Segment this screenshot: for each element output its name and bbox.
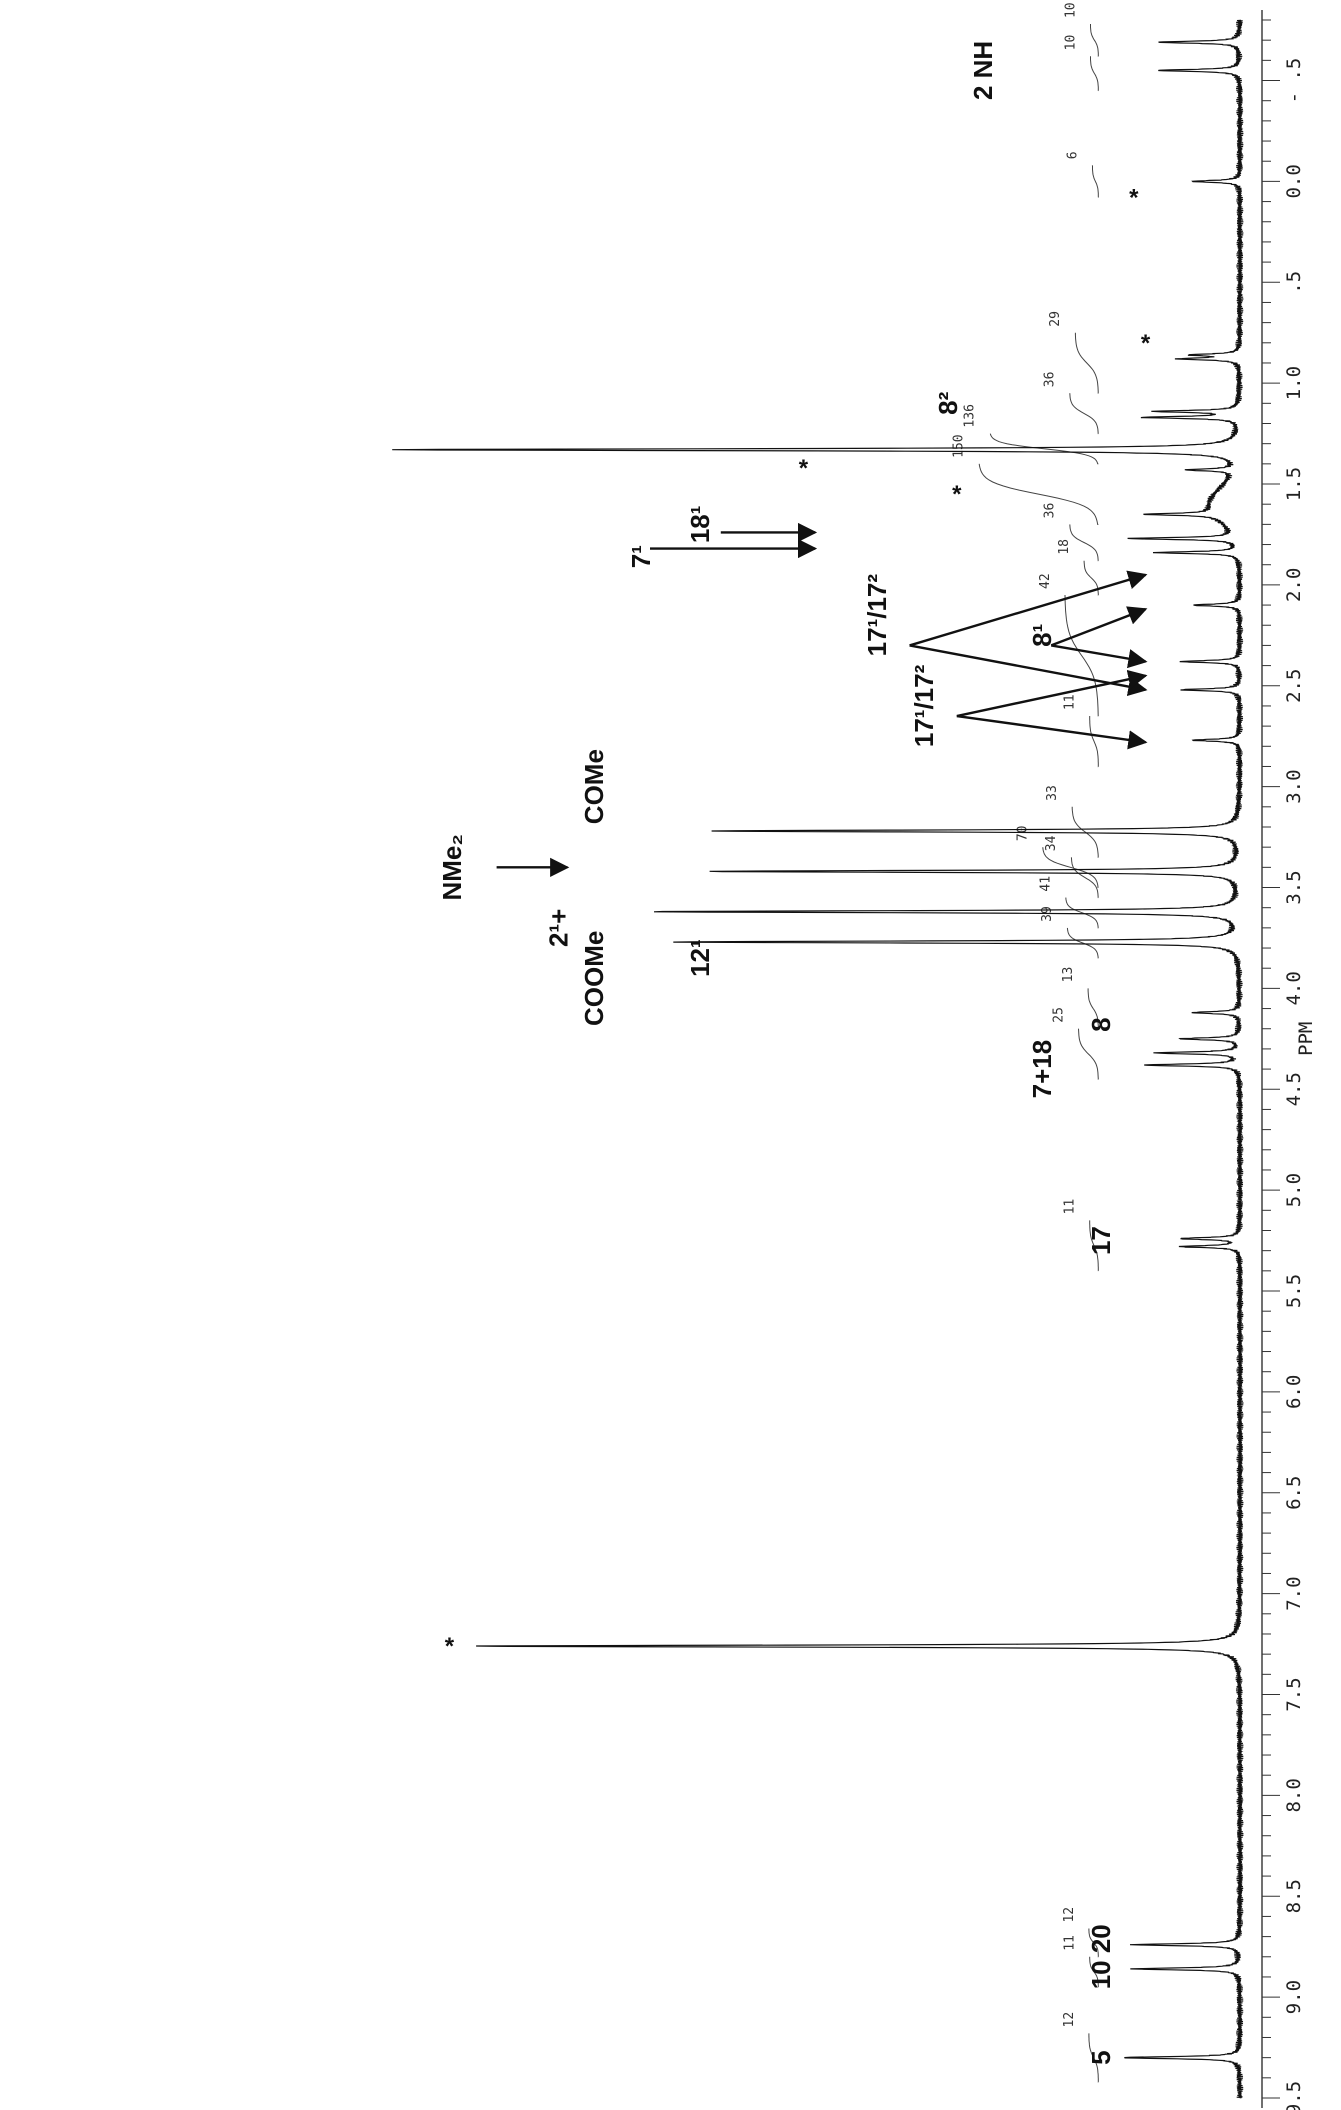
integral-curve — [1074, 332, 1099, 394]
spectrum-line — [392, 19, 1244, 2099]
integral-value: 10 — [1063, 2, 1078, 18]
integral-value: 42 — [1038, 573, 1053, 589]
tick-label: 0.0 — [1283, 164, 1305, 198]
assignment-label: 8 — [1086, 1017, 1116, 1031]
integral-value: 33 — [1045, 785, 1060, 801]
assignment-arrow — [956, 714, 1148, 750]
integral-value: 34 — [1044, 835, 1059, 851]
tick-label: 8.5 — [1283, 1879, 1305, 1913]
assignment-label: COOMe — [579, 931, 609, 1026]
solvent-star: * — [799, 455, 809, 482]
assignment-label: 5 — [1086, 2050, 1116, 2064]
integral-curve — [1090, 24, 1099, 57]
spectrum-trace — [392, 19, 1244, 2099]
assignment-arrow — [909, 570, 1148, 647]
assignment-label: 12¹ — [685, 939, 715, 977]
assignment-label: 8² — [933, 391, 963, 414]
integral-value: 6 — [1065, 151, 1080, 159]
tick-label: 7.0 — [1283, 1576, 1305, 1610]
integral-curve — [989, 433, 1099, 465]
ppm-axis: 9.5 9.0 8.5 8.0 7.5 7.0 6.5 6.0 5.5 5.0 4.5 4.0 3.5 3… — [1261, 10, 1317, 2110]
assignment-arrow — [1050, 644, 1148, 669]
tick-label: 2.0 — [1283, 568, 1305, 602]
integral-value: 12 — [1062, 1907, 1077, 1923]
solvent-star: * — [1129, 185, 1139, 212]
assignment-label: 10 20 — [1086, 1924, 1116, 1989]
integral-value: 11 — [1063, 1199, 1078, 1215]
integral-value: 25 — [1051, 1007, 1066, 1023]
assignment-label: 17¹/17² — [909, 664, 939, 747]
integral-curve — [1088, 2033, 1099, 2083]
integral-value: 36 — [1043, 372, 1058, 388]
integral-curve — [1069, 393, 1099, 435]
integral-curve — [978, 463, 1099, 525]
integral-curve — [1070, 857, 1099, 899]
integral-value: 18 — [1057, 539, 1072, 555]
integral-curve — [1078, 1028, 1099, 1080]
integral-value: 11 — [1063, 694, 1078, 710]
assignment-label: 8¹ — [1027, 624, 1057, 647]
tick-label: 8.0 — [1283, 1778, 1305, 1812]
tick-label: 3.0 — [1283, 769, 1305, 803]
axis-label: PPM — [1295, 1022, 1317, 1056]
integral-value: 70 — [1015, 826, 1030, 842]
assignment-label: 2¹+ — [543, 909, 573, 947]
assignment-label: NMe₂ — [437, 834, 467, 900]
tick-label: 6.5 — [1283, 1476, 1305, 1510]
integral-curve — [1089, 1220, 1099, 1272]
solvent-star: * — [445, 1633, 455, 1660]
integral-curve — [1088, 1928, 1099, 1958]
integral-curve — [1089, 1956, 1099, 1988]
tick-label: 9.0 — [1283, 1980, 1305, 2014]
assignment-label: 17 — [1086, 1226, 1116, 1255]
assignment-arrow — [1050, 606, 1148, 647]
integral-curve — [1066, 927, 1099, 959]
integral-curve — [1090, 56, 1099, 92]
assignment-label: 7¹ — [626, 545, 656, 568]
integral-curve — [1069, 524, 1099, 562]
tick-label: 1.0 — [1283, 366, 1305, 400]
tick-label: - .5 — [1283, 58, 1305, 104]
assignment-arrow — [909, 644, 1148, 697]
tick-label: 4.0 — [1283, 971, 1305, 1005]
integral-value: 13 — [1061, 967, 1076, 983]
integral-value: 41 — [1039, 876, 1054, 892]
tick-label: 2.5 — [1283, 669, 1305, 703]
tick-label: .5 — [1283, 271, 1305, 294]
integral-value: 136 — [963, 404, 978, 427]
assignment-label: 2 NH — [968, 41, 998, 100]
integral-curve — [1042, 847, 1099, 889]
assignment-label: 7+18 — [1027, 1040, 1057, 1099]
integral-curve — [1091, 165, 1099, 198]
integral-curve — [1065, 897, 1099, 929]
integral-value: 10 — [1063, 35, 1078, 51]
integral-value: 11 — [1063, 1935, 1078, 1951]
tick-label: 5.0 — [1283, 1173, 1305, 1207]
integral-traces: 1211121125133941347033114218361501363629… — [951, 2, 1099, 2083]
tick-label: 1.5 — [1283, 467, 1305, 501]
assignment-label: 17¹/17² — [862, 574, 892, 657]
solvent-star: * — [1141, 330, 1151, 357]
assignment-label: 18¹ — [685, 506, 715, 544]
peak-assignments: 5 10 20 17 7+18 8 12¹ 2¹+COOMe NMe₂ COMe 17¹/17² 1… — [437, 41, 1151, 2065]
assignment-arrow — [956, 669, 1148, 718]
tick-label: 7.5 — [1283, 1677, 1305, 1711]
tick-label: 3.5 — [1283, 870, 1305, 904]
solvent-star: * — [952, 481, 962, 508]
integral-curve — [1089, 716, 1099, 768]
assignment-label: COMe — [579, 749, 609, 824]
integral-value: 36 — [1043, 503, 1058, 519]
integral-curve — [1064, 594, 1099, 717]
tick-label: 9.5 — [1283, 2081, 1305, 2110]
integral-value: 29 — [1048, 311, 1063, 327]
integral-curve — [1087, 988, 1099, 1030]
integral-value: 150 — [951, 434, 966, 457]
tick-label: 5.5 — [1283, 1274, 1305, 1308]
integral-curve — [1071, 806, 1099, 858]
tick-label: 4.5 — [1283, 1072, 1305, 1106]
tick-label: 6.0 — [1283, 1375, 1305, 1409]
integral-value: 12 — [1062, 2012, 1077, 2028]
